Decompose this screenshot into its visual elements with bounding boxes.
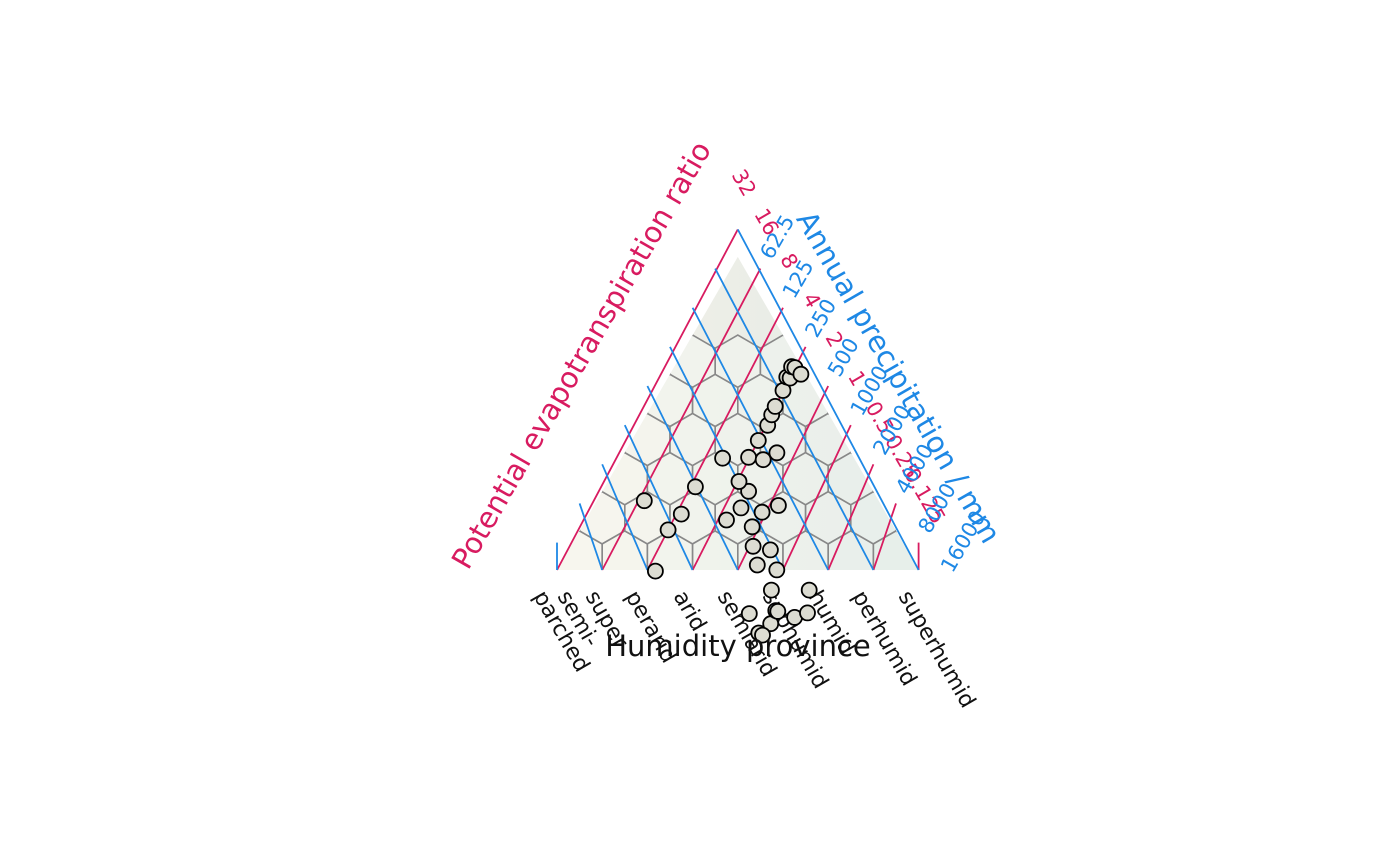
data-point — [672, 505, 690, 523]
data-point — [754, 451, 772, 469]
data-point — [792, 365, 810, 383]
data-points — [635, 358, 818, 644]
data-point — [770, 497, 787, 514]
prec-gridline — [737, 229, 920, 571]
prec-gridline — [578, 503, 604, 571]
data-point — [768, 561, 786, 579]
data-point — [647, 562, 664, 580]
data-point — [740, 482, 757, 500]
data-point — [635, 492, 653, 510]
data-point — [740, 605, 758, 622]
pet-gridline — [556, 229, 739, 571]
data-point — [687, 478, 704, 496]
data-point — [754, 626, 771, 644]
data-point — [800, 581, 818, 599]
data-point — [769, 603, 787, 620]
data-point — [730, 473, 748, 490]
data-point — [768, 444, 786, 462]
data-point — [762, 541, 779, 559]
x-axis-label: Humidity province — [605, 629, 871, 663]
data-point — [766, 397, 784, 415]
pet-gridline — [872, 503, 897, 571]
prec-gridline — [623, 424, 694, 571]
pet-tick-label: 32 — [727, 165, 761, 200]
prec-gridline — [646, 385, 739, 571]
data-point — [659, 521, 677, 539]
data-point — [714, 449, 731, 467]
data-point — [749, 432, 767, 449]
data-point — [743, 518, 761, 536]
data-point — [732, 499, 750, 517]
pet-gridline — [827, 463, 875, 571]
prec-gridline — [714, 268, 875, 571]
data-point — [799, 604, 816, 622]
data-point — [748, 556, 766, 574]
data-point — [718, 511, 735, 529]
data-point — [740, 448, 757, 466]
prec-gridline — [601, 463, 649, 571]
pet-gridline — [601, 268, 762, 571]
data-point — [744, 537, 762, 555]
data-point — [763, 581, 780, 599]
pet-gridline — [782, 424, 852, 571]
data-point — [753, 503, 771, 521]
